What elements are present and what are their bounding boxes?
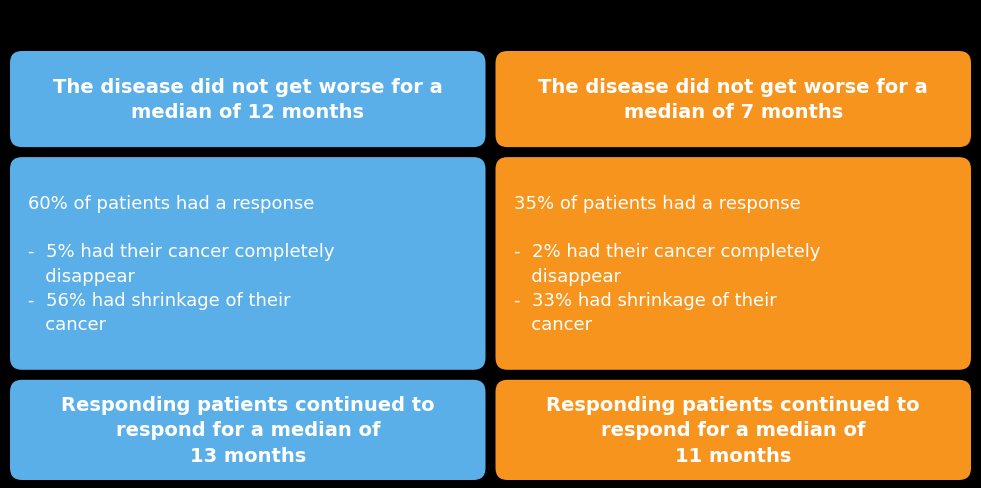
FancyBboxPatch shape bbox=[495, 52, 971, 148]
Text: Responding patients continued to
respond for a median of
13 months: Responding patients continued to respond… bbox=[61, 395, 435, 465]
FancyBboxPatch shape bbox=[495, 158, 971, 370]
FancyBboxPatch shape bbox=[10, 380, 486, 480]
Text: 60% of patients had a response

-  5% had their cancer completely
   disappear
-: 60% of patients had a response - 5% had … bbox=[28, 194, 335, 333]
FancyBboxPatch shape bbox=[10, 52, 486, 148]
FancyBboxPatch shape bbox=[495, 380, 971, 480]
FancyBboxPatch shape bbox=[10, 158, 486, 370]
Text: The disease did not get worse for a
median of 12 months: The disease did not get worse for a medi… bbox=[53, 78, 442, 122]
Text: The disease did not get worse for a
median of 7 months: The disease did not get worse for a medi… bbox=[539, 78, 928, 122]
Text: 35% of patients had a response

-  2% had their cancer completely
   disappear
-: 35% of patients had a response - 2% had … bbox=[513, 194, 820, 333]
Text: Responding patients continued to
respond for a median of
11 months: Responding patients continued to respond… bbox=[546, 395, 920, 465]
